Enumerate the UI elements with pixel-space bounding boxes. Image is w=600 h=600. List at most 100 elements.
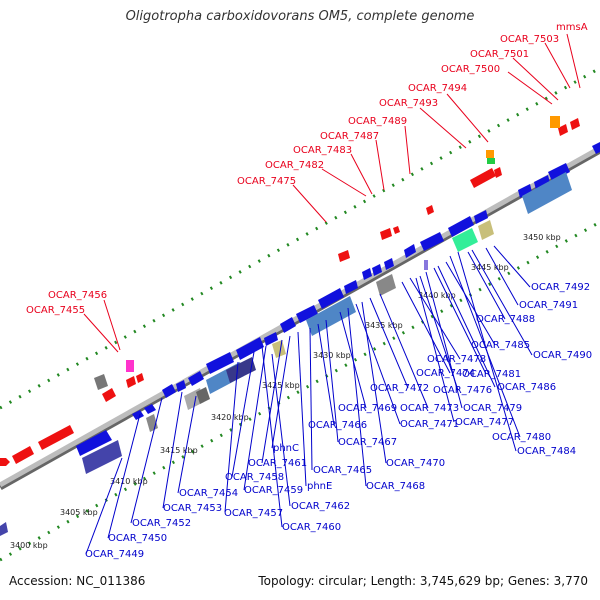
gene-label[interactable]: OCAR_7485 bbox=[471, 340, 530, 351]
gene-arrow[interactable] bbox=[420, 232, 444, 251]
feature-box-grey[interactable] bbox=[376, 274, 396, 296]
gene-arrow[interactable] bbox=[144, 404, 156, 414]
gene-label[interactable]: phnE bbox=[307, 481, 332, 492]
gene-label[interactable]: OCAR_7461 bbox=[248, 458, 307, 469]
gene-arrow[interactable] bbox=[592, 142, 600, 154]
gene-label[interactable]: OCAR_7462 bbox=[291, 501, 350, 512]
gene-arrow[interactable] bbox=[558, 124, 568, 136]
feature-box-purple[interactable] bbox=[424, 260, 428, 270]
feature-box-navy[interactable] bbox=[0, 522, 8, 536]
gene-label[interactable]: OCAR_7494 bbox=[408, 83, 467, 94]
gene-label[interactable]: OCAR_7478 bbox=[427, 354, 486, 365]
gene-arrow[interactable] bbox=[494, 167, 502, 178]
gene-label[interactable]: OCAR_7449 bbox=[85, 549, 144, 560]
gene-arrow[interactable] bbox=[338, 250, 350, 262]
gene-label[interactable]: OCAR_7492 bbox=[531, 282, 590, 293]
gene-label[interactable]: OCAR_7486 bbox=[497, 382, 556, 393]
gene-label[interactable]: OCAR_7500 bbox=[441, 64, 500, 75]
gene-arrow[interactable] bbox=[404, 244, 416, 258]
gene-label[interactable]: OCAR_7469 bbox=[338, 403, 397, 414]
gene-label[interactable]: OCAR_7484 bbox=[517, 446, 576, 457]
gene-arrow[interactable] bbox=[534, 175, 550, 190]
feature-box-khaki[interactable] bbox=[272, 340, 286, 358]
gene-label[interactable]: OCAR_7457 bbox=[224, 508, 283, 519]
gene-label[interactable]: OCAR_7503 bbox=[500, 34, 559, 45]
gene-label[interactable]: OCAR_7488 bbox=[476, 314, 535, 325]
gene-arrow[interactable] bbox=[380, 228, 392, 240]
gene-arrow[interactable] bbox=[162, 384, 176, 398]
gene-arrow[interactable] bbox=[318, 288, 344, 309]
gene-label[interactable]: OCAR_7455 bbox=[26, 305, 85, 316]
gene-label[interactable]: OCAR_7467 bbox=[338, 437, 397, 448]
gene-label[interactable]: OCAR_7460 bbox=[282, 522, 341, 533]
gene-arrow[interactable] bbox=[280, 317, 296, 333]
gene-label[interactable]: OCAR_7480 bbox=[492, 432, 551, 443]
gene-label[interactable]: OCAR_7489 bbox=[348, 116, 407, 127]
gene-label[interactable]: OCAR_7483 bbox=[293, 145, 352, 156]
gene-box-orange[interactable] bbox=[550, 116, 560, 128]
gene-label[interactable]: OCAR_7454 bbox=[179, 488, 238, 499]
gene-arrow[interactable] bbox=[362, 268, 372, 280]
gene-arrow[interactable] bbox=[570, 118, 580, 130]
gene-label[interactable]: OCAR_7479 bbox=[463, 403, 522, 414]
gene-label[interactable]: OCAR_7473 bbox=[400, 403, 459, 414]
gene-label[interactable]: OCAR_7470 bbox=[386, 458, 445, 469]
gene-arrow[interactable] bbox=[102, 388, 116, 402]
gene-arrow[interactable] bbox=[518, 184, 532, 198]
gene-arrow[interactable] bbox=[0, 458, 10, 466]
gene-arrow[interactable] bbox=[206, 352, 234, 374]
gene-arrow[interactable] bbox=[470, 168, 496, 188]
gene-arrow[interactable] bbox=[372, 264, 382, 276]
gene-label[interactable]: OCAR_7459 bbox=[244, 485, 303, 496]
gene-arrow[interactable] bbox=[76, 430, 112, 456]
gene-arrow[interactable] bbox=[548, 163, 570, 181]
gene-arrow[interactable] bbox=[176, 380, 186, 392]
gene-label[interactable]: OCAR_7476 bbox=[433, 385, 492, 396]
gene-label[interactable]: OCAR_7482 bbox=[265, 160, 324, 171]
gene-label[interactable]: OCAR_7453 bbox=[163, 503, 222, 514]
gene-label[interactable]: OCAR_7456 bbox=[48, 290, 107, 301]
gene-arrow[interactable] bbox=[393, 226, 400, 234]
gene-arrow[interactable] bbox=[132, 410, 144, 420]
gene-arrow[interactable] bbox=[188, 371, 204, 386]
gene-label[interactable]: OCAR_7491 bbox=[519, 300, 578, 311]
gene-arrow[interactable] bbox=[264, 332, 278, 346]
gene-label[interactable]: OCAR_7474 bbox=[416, 368, 475, 379]
feature-box-steelblue[interactable] bbox=[522, 172, 572, 214]
gene-label[interactable]: OCAR_7450 bbox=[108, 533, 167, 544]
gene-arrow[interactable] bbox=[384, 258, 394, 270]
gene-arrow[interactable] bbox=[344, 280, 358, 294]
gene-box-green-small[interactable] bbox=[487, 158, 495, 164]
gene-arrow[interactable] bbox=[296, 305, 318, 323]
feature-box-darkblue[interactable] bbox=[226, 357, 256, 383]
feature-box-grey[interactable] bbox=[94, 374, 108, 390]
gene-arrow[interactable] bbox=[426, 205, 434, 215]
gene-label[interactable]: OCAR_7452 bbox=[132, 518, 191, 529]
gene-label[interactable]: phnC bbox=[273, 443, 299, 454]
gene-arrow[interactable] bbox=[136, 373, 144, 383]
gene-label[interactable]: OCAR_7466 bbox=[308, 420, 367, 431]
gene-label[interactable]: OCAR_7458 bbox=[225, 472, 284, 483]
gene-label[interactable]: OCAR_7481 bbox=[462, 369, 521, 380]
gene-arrow[interactable] bbox=[474, 210, 488, 224]
gene-arrow[interactable] bbox=[126, 376, 136, 388]
gene-label[interactable]: OCAR_7468 bbox=[366, 481, 425, 492]
gene-label[interactable]: OCAR_7493 bbox=[379, 98, 438, 109]
gene-label[interactable]: OCAR_7477 bbox=[455, 417, 514, 428]
gene-label[interactable]: OCAR_7465 bbox=[313, 465, 372, 476]
gene-box-pink[interactable] bbox=[126, 360, 134, 372]
gene-label[interactable]: OCAR_7475 bbox=[237, 176, 296, 187]
gene-box-orange-small[interactable] bbox=[486, 150, 494, 158]
gene-arrow[interactable] bbox=[448, 216, 474, 237]
feature-box-khaki[interactable] bbox=[478, 220, 494, 240]
gene-label[interactable]: mmsA bbox=[556, 22, 588, 33]
feature-box-navy[interactable] bbox=[82, 440, 122, 474]
gene-arrow[interactable] bbox=[12, 446, 34, 464]
gene-arrow[interactable] bbox=[236, 337, 264, 360]
feature-box-green[interactable] bbox=[452, 228, 478, 252]
gene-label[interactable]: OCAR_7471 bbox=[400, 419, 459, 430]
gene-label[interactable]: OCAR_7472 bbox=[370, 383, 429, 394]
feature-box-grey[interactable] bbox=[196, 387, 210, 404]
gene-label[interactable]: OCAR_7490 bbox=[533, 350, 592, 361]
gene-arrow[interactable] bbox=[38, 425, 74, 450]
